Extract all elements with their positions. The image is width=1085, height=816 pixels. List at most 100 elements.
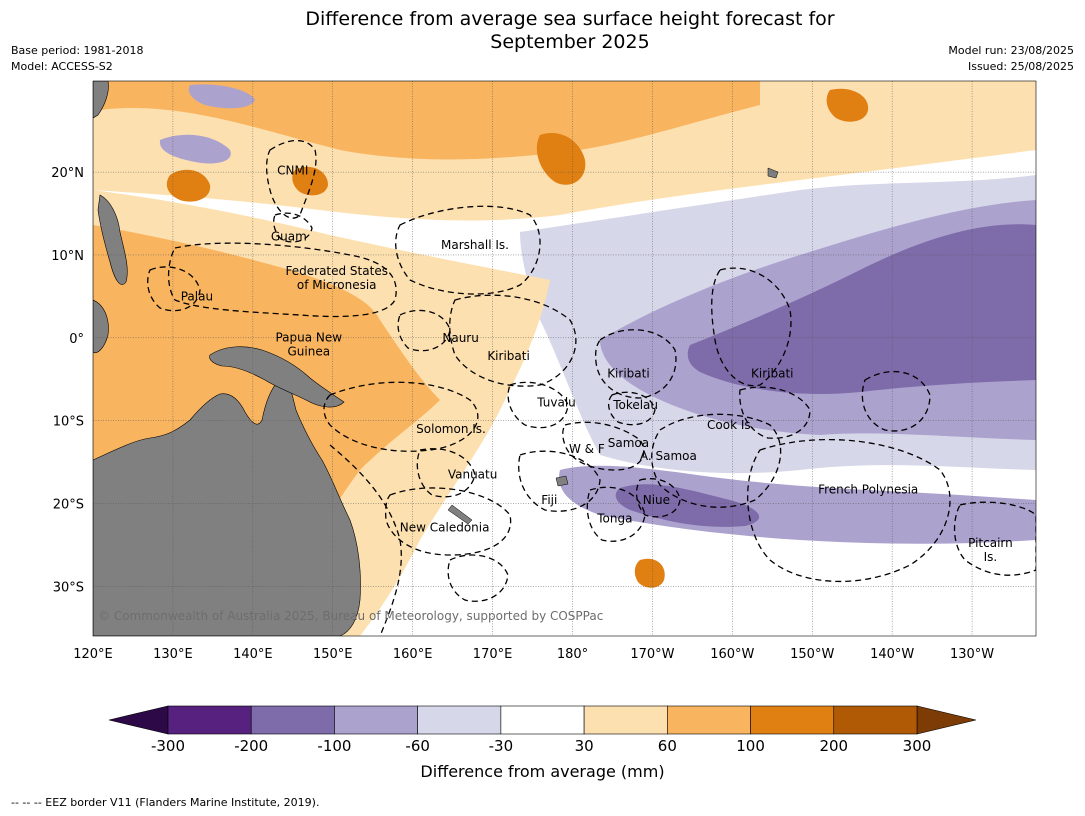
eez-border-solomon	[323, 381, 479, 452]
title-line-2: September 2025	[490, 31, 650, 53]
eez-borders	[147, 139, 1036, 636]
place-label-line: Kiribati	[751, 366, 793, 380]
eez-border-marshall	[395, 205, 541, 295]
hawaii-island	[767, 167, 779, 179]
place-label-line: Niue	[643, 493, 670, 507]
new-caledonia-island	[447, 504, 473, 525]
colorbar-bin	[334, 705, 418, 735]
place-label: CNMI	[277, 163, 308, 177]
longitude-tick-label: 140°W	[870, 647, 914, 662]
place-label-line: Samoa	[608, 436, 649, 450]
eez-border-french-polynesia-north	[861, 370, 931, 432]
place-label: Marshall Is.	[441, 238, 509, 252]
eez-border-australia-east	[329, 444, 402, 636]
place-label-line: Guam	[271, 230, 307, 244]
place-label: Solomon Is.	[416, 422, 486, 436]
meta-left: Base period: 1981-2018 Model: ACCESS-S2	[11, 43, 143, 75]
model-text: Model: ACCESS-S2	[11, 60, 113, 73]
eez-border-vanuatu	[416, 448, 476, 498]
eez-border-niue	[635, 478, 681, 518]
longitude-tick-label: 150°W	[790, 647, 834, 662]
place-label: New Caledonia	[400, 520, 490, 534]
eez-border-pitcairn	[953, 501, 1036, 576]
fiji-island	[555, 475, 569, 487]
colorbar-bin	[750, 705, 835, 735]
place-label-line: Tuvalu	[536, 395, 576, 409]
colorbar: -300 -200 -100 -60 -30 30 60 100 200 300	[108, 705, 977, 755]
place-label-line: Guinea	[287, 344, 330, 358]
colorbar-tick-label: 200	[819, 737, 848, 755]
eez-border-kiribati-central	[594, 329, 677, 399]
latitude-axis: 20°N 10°N 0° 10°S 20°S 30°S	[51, 166, 84, 595]
place-label-line: W & F	[569, 442, 605, 456]
chart-title: Difference from average sea surface heig…	[170, 8, 970, 54]
borneo-landmass	[93, 299, 109, 354]
anomaly-region-dark-orange-4	[826, 88, 869, 122]
latitude-tick-label: 30°S	[53, 580, 84, 595]
longitude-tick-label: 120°E	[73, 647, 113, 662]
place-label-line: French Polynesia	[818, 482, 918, 496]
latitude-tick-label: 0°	[69, 332, 84, 347]
model-run-text: Model run: 23/08/2025	[948, 44, 1074, 57]
anomaly-region-dark-orange-2	[292, 166, 328, 196]
longitude-tick-label: 150°E	[313, 647, 353, 662]
colorbar-extend-low	[108, 705, 169, 735]
eez-border-palau	[147, 266, 201, 312]
place-label: Tuvalu	[536, 395, 576, 409]
place-label: A. Samoa	[640, 449, 697, 463]
eez-border-cook	[651, 413, 782, 508]
place-label: Papua New Guinea	[275, 330, 342, 358]
colorbar-bin	[583, 705, 668, 735]
eez-border-new-caledonia	[384, 487, 512, 556]
title-line-1: Difference from average sea surface heig…	[305, 8, 835, 30]
longitude-tick-label: 130°E	[153, 647, 193, 662]
place-label-line: Solomon Is.	[416, 422, 486, 436]
eez-border-kiribati-west	[449, 294, 577, 387]
colorbar-bins	[167, 705, 918, 735]
anomaly-region-deep-purple	[687, 224, 1036, 394]
colorbar-title: Difference from average (mm)	[420, 762, 665, 781]
eez-border-fiji	[518, 450, 601, 512]
place-label-line: Nauru	[442, 331, 478, 345]
place-label-line: Tokelau	[612, 398, 658, 412]
colorbar-tick-label: -100	[317, 737, 351, 755]
colorbar-tick-label: 60	[658, 737, 677, 755]
longitude-tick-label: 170°W	[630, 647, 674, 662]
latitude-tick-label: 20°N	[51, 166, 84, 181]
anomaly-region-mid-purple-south	[559, 465, 1036, 544]
colorbar-tick-label: 30	[575, 737, 594, 755]
place-label-line: Fiji	[541, 493, 557, 507]
map-field: CNMI Guam Marshall Is. Federated States of M…	[93, 81, 1036, 636]
anomaly-region-deep-purple-south	[615, 484, 760, 527]
place-label-line: Papua New	[275, 330, 342, 344]
place-label-line: Is.	[984, 550, 998, 564]
colorbar-tick-label: -300	[151, 737, 185, 755]
eez-border-french-polynesia	[747, 438, 951, 583]
map-frame	[92, 80, 1037, 637]
longitude-axis: 120°E 130°E 140°E 150°E 160°E 170°E 180° 170°W 1…	[73, 647, 994, 662]
eez-border-norfolk	[447, 554, 509, 602]
latitude-tick-label: 10°S	[53, 415, 84, 430]
base-period-text: Base period: 1981-2018	[11, 44, 144, 57]
colorbar-tick-label: -30	[489, 737, 514, 755]
latitude-tick-label: 10°N	[51, 249, 84, 264]
eez-border-tokelau	[607, 391, 656, 426]
longitude-tick-label: 160°E	[393, 647, 433, 662]
place-label: W & F	[569, 442, 605, 456]
eez-border-wf-samoa	[562, 421, 645, 471]
anomaly-region-mid-orange-north	[100, 81, 760, 160]
latitude-tick-label: 20°S	[53, 497, 84, 512]
place-label: Fiji	[541, 493, 557, 507]
colorbar-tick-label: -60	[405, 737, 430, 755]
anomaly-region-purple-north	[159, 134, 231, 164]
place-label-line: A. Samoa	[640, 449, 697, 463]
colorbar-extend-high	[916, 705, 977, 735]
eez-border-nauru	[397, 309, 451, 352]
colorbar-bin	[417, 705, 502, 735]
issued-text: Issued: 25/08/2025	[967, 60, 1074, 73]
place-label-line: Pitcairn	[968, 536, 1013, 550]
longitude-tick-label: 130°W	[950, 647, 994, 662]
place-label: Tokelau	[612, 398, 658, 412]
longitude-tick-label: 170°E	[473, 647, 513, 662]
